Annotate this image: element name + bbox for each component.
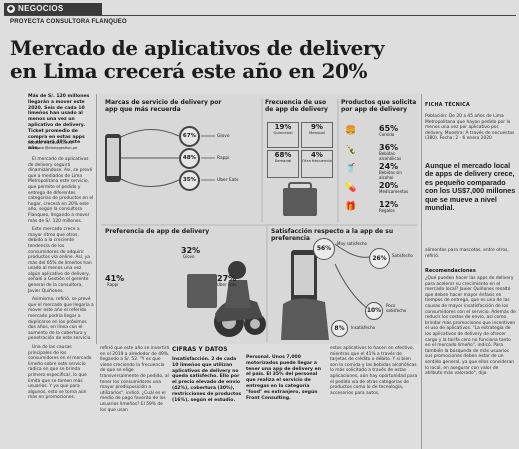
satisfaction-pct-little: 10% xyxy=(365,302,383,320)
section-label: NEGOCIOS xyxy=(18,4,64,13)
brand-pct-rappi: 48% xyxy=(179,148,200,169)
cifras-item-2: Personal. Unos 7,000 motorizados puede l… xyxy=(246,355,321,401)
products-title: Productos que solicita por app de delive… xyxy=(341,99,417,113)
preference-label: Rappi xyxy=(107,282,119,287)
frequency-title: Frecuencia de uso de app de delivery xyxy=(265,99,328,113)
recommendations-title: Recomendaciones xyxy=(425,268,476,274)
cifras-item-1: Insatisfacción. 2 de cada 10 limeños que… xyxy=(172,357,242,403)
left-paragraph: Una de las causas principales de los con… xyxy=(28,345,92,401)
bottom-body-right: estos aplicativos lo hacen en efectivo, … xyxy=(330,346,418,396)
column-rule xyxy=(96,94,97,344)
preference-pct-glovo: 32% xyxy=(181,246,201,255)
preference-title: Preferencia de app de delivery xyxy=(105,228,210,235)
gift-icon: 🎁 xyxy=(345,202,357,212)
frequency-box: 9% Mensual xyxy=(301,122,333,148)
preference-label: Uber Eats xyxy=(217,282,237,287)
brand-label: Rappi xyxy=(217,156,230,161)
satisfaction-title: Satisfacción respecto a la app de su pre… xyxy=(271,228,394,242)
pullquote: Aunque el mercado local de apps de deliv… xyxy=(425,161,516,213)
product-item: 💊 20% Medicamentos xyxy=(345,181,409,194)
satisfaction-label: Muy satisfecho xyxy=(337,241,367,246)
satisfaction-pct-satisfied: 26% xyxy=(369,248,390,269)
top-rule xyxy=(4,15,516,16)
satisfaction-pct-very: 56% xyxy=(313,238,335,260)
headline-line-1: Mercado de aplicativos de delivery xyxy=(10,36,385,60)
cifras-title: CIFRAS Y DATOS xyxy=(172,346,228,353)
infographic-connectors xyxy=(101,99,417,342)
infographic-panel: Marcas de servicio de delivery por app q… xyxy=(99,94,419,344)
satisfaction-label: Insatisfecho xyxy=(351,325,376,330)
preference-pct-ubereats: 27% xyxy=(217,274,237,283)
products-list: 🍔 65% Comida 🍾 36% Bebidas alcohólicas 🥤… xyxy=(343,124,417,219)
brand-label: Glovo xyxy=(217,134,230,139)
section-bullet-icon: ◆ xyxy=(7,5,15,13)
brand-label: Uber Eats xyxy=(217,178,239,183)
byline: MARISA TREGEAR LOPEZ mtregear@diariogest… xyxy=(28,141,78,150)
brand-pct-ubereats: 35% xyxy=(179,170,200,191)
product-item: 🍾 36% Bebidas alcohólicas xyxy=(345,143,402,161)
phone-illustration xyxy=(103,132,123,184)
frequency-box: 4% Otra frecuencia xyxy=(301,150,333,178)
bottom-body-left: refirió que este año se invertirá en el … xyxy=(100,346,170,413)
satisfaction-label: Satisfecho xyxy=(392,253,413,258)
kicker: PROYECTA CONSULTORA FLANQUEO xyxy=(10,19,127,25)
product-item: 🎁 12% Regalos xyxy=(345,200,399,213)
scooter-illustration xyxy=(187,261,266,337)
left-paragraph: Este mercado crece a mayor ritmo que otr… xyxy=(28,227,92,294)
satisfaction-label: Poco satisfecho xyxy=(386,303,407,313)
headline-line-2: en Lima crecerá este año en 20% xyxy=(10,59,368,83)
pill-icon: 💊 xyxy=(345,183,357,193)
food-icon: 🍔 xyxy=(345,126,357,136)
right-body: alimentos para mascotas, entre otros, re… xyxy=(425,248,509,259)
lede: Más de S/. 120 millones llegarán a mover… xyxy=(28,94,90,152)
frequency-box: 68% Semanal xyxy=(267,150,299,178)
delivery-bag-illustration xyxy=(283,182,317,216)
left-body: El mercado de aplicativos de delivery se… xyxy=(28,157,94,404)
satisfaction-pct-unsatisfied: 8% xyxy=(331,320,348,337)
frequency-grid: 19% Quincenal 9% Mensual 68% Semanal 4% … xyxy=(265,122,335,220)
drink-icon: 🥤 xyxy=(345,164,357,174)
bottle-icon: 🍾 xyxy=(345,145,357,155)
product-item: 🥤 24% Bebidas sin alcohol xyxy=(345,162,402,180)
left-paragraph: Asimismo, refirió, se prevé que el merca… xyxy=(28,297,94,342)
ficha-title: FICHA TÉCNICA xyxy=(425,103,470,108)
recommendations-body: ¿Qué pueden hacer las apps de delivery p… xyxy=(425,276,516,377)
brands-title: Marcas de servicio de delivery por app q… xyxy=(105,99,222,113)
column-rule xyxy=(421,94,422,449)
preference-pct-rappi: 41% xyxy=(105,274,125,283)
left-paragraph: El mercado de aplicativos de delivery se… xyxy=(28,157,94,224)
hand-phone-illustration xyxy=(281,250,329,340)
frequency-box: 19% Quincenal xyxy=(267,122,299,148)
product-item: 🍔 65% Comida xyxy=(345,124,399,137)
brand-pct-glovo: 67% xyxy=(179,126,200,147)
section-tag: ◆ NEGOCIOS xyxy=(4,3,102,15)
preference-label: Glovo xyxy=(183,254,195,259)
ficha-body: Población: De 20 a 45 años de Lima Metro… xyxy=(425,114,515,142)
